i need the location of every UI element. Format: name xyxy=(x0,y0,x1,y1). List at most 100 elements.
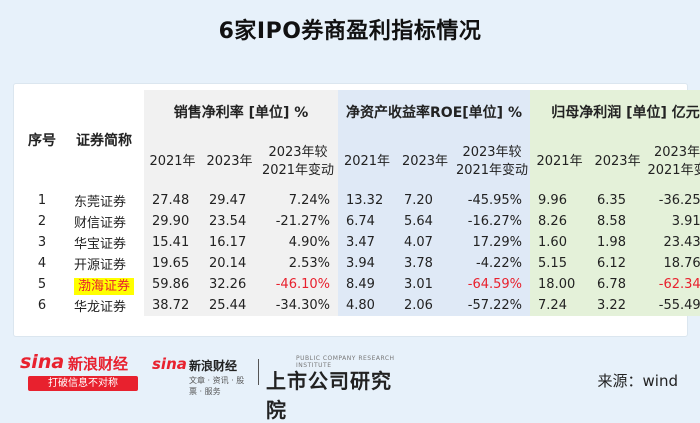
cell-npm-2023: 25.44 xyxy=(201,295,258,316)
cell-npm-change: -34.30% xyxy=(258,295,338,316)
cell-npm-2021: 27.48 xyxy=(144,190,201,211)
cell-np-2023: 1.98 xyxy=(589,232,647,253)
header-year-2021: 2021年 xyxy=(144,134,201,190)
cell-npm-2021: 38.72 xyxy=(144,295,201,316)
cell-roe-change: -4.22% xyxy=(454,253,531,274)
data-table-card: 序号 证券简称 销售净利率 [单位] % 净资产收益率ROE[单位] % 归母净… xyxy=(14,84,700,336)
row-name: 华龙证券 xyxy=(64,295,144,316)
cell-np-2023: 8.58 xyxy=(589,211,647,232)
cell-np-change: 18.76% xyxy=(646,253,700,274)
cell-roe-2021: 6.74 xyxy=(338,211,396,232)
cell-npm-2021: 19.65 xyxy=(144,253,201,274)
cell-np-2023: 3.22 xyxy=(589,295,647,316)
cell-np-2023: 6.35 xyxy=(589,190,647,211)
cell-npm-2021: 59.86 xyxy=(144,274,201,295)
cell-np-change: 23.43% xyxy=(646,232,700,253)
cell-roe-2021: 3.47 xyxy=(338,232,396,253)
cell-roe-2023: 3.78 xyxy=(396,253,454,274)
cell-npm-change: 2.53% xyxy=(258,253,338,274)
footer: sina 新浪财经 打破信息不对称 sina 新浪财经 文章 · 资讯 · 股票… xyxy=(0,343,700,422)
row-name: 东莞证券 xyxy=(64,190,144,211)
page-title: 6家IPO券商盈利指标情况 xyxy=(218,19,482,44)
table-row: 1 东莞证券 27.48 29.47 7.24% 13.32 7.20 -45.… xyxy=(20,190,700,211)
sina-slogan: 打破信息不对称 xyxy=(28,376,138,391)
row-index: 4 xyxy=(20,253,64,274)
cell-np-2023: 6.12 xyxy=(589,253,647,274)
row-index: 5 xyxy=(20,274,64,295)
cell-roe-2023: 3.01 xyxy=(396,274,454,295)
profit-indicator-table: 序号 证券简称 销售净利率 [单位] % 净资产收益率ROE[单位] % 归母净… xyxy=(20,90,700,316)
cell-roe-change: -57.22% xyxy=(454,295,531,316)
cell-npm-2023: 23.54 xyxy=(201,211,258,232)
row-name: 财信证券 xyxy=(64,211,144,232)
row-name: 渤海证券 xyxy=(64,274,144,295)
cell-npm-change: -46.10% xyxy=(258,274,338,295)
cell-npm-2023: 16.17 xyxy=(201,232,258,253)
cell-np-change: -36.25% xyxy=(646,190,700,211)
cell-np-2021: 9.96 xyxy=(530,190,590,211)
cell-npm-2023: 29.47 xyxy=(201,190,258,211)
cell-np-change: -55.49% xyxy=(646,295,700,316)
highlighted-name: 渤海证券 xyxy=(74,278,135,295)
row-index: 2 xyxy=(20,211,64,232)
cell-npm-2021: 29.90 xyxy=(144,211,201,232)
sina-finance-logo-secondary: sina 新浪财经 文章 · 资讯 · 股票 · 服务 xyxy=(152,355,252,396)
cell-roe-2021: 3.94 xyxy=(338,253,396,274)
cell-roe-2021: 4.80 xyxy=(338,295,396,316)
cell-roe-change: -16.27% xyxy=(454,211,531,232)
table-row: 6 华龙证券 38.72 25.44 -34.30% 4.80 2.06 -57… xyxy=(20,295,700,316)
table-row-highlighted: 5 渤海证券 59.86 32.26 -46.10% 8.49 3.01 -64… xyxy=(20,274,700,295)
cell-roe-change: 17.29% xyxy=(454,232,531,253)
sina-logo-text: sina xyxy=(20,351,65,373)
cell-npm-2023: 20.14 xyxy=(201,253,258,274)
header-roe: 净资产收益率ROE[单位] % xyxy=(338,90,531,134)
row-name: 华宝证券 xyxy=(64,232,144,253)
row-index: 6 xyxy=(20,295,64,316)
header-index: 序号 xyxy=(20,90,64,190)
sina-logo-text: sina xyxy=(152,355,187,373)
table-row: 4 开源证券 19.65 20.14 2.53% 3.94 3.78 -4.22… xyxy=(20,253,700,274)
sina-finance-logo: sina 新浪财经 打破信息不对称 xyxy=(20,351,145,393)
cell-np-2021: 5.15 xyxy=(530,253,590,274)
data-source: 来源：wind xyxy=(597,372,678,390)
row-name: 开源证券 xyxy=(64,253,144,274)
footer-divider xyxy=(258,359,259,385)
cell-npm-change: 4.90% xyxy=(258,232,338,253)
cell-roe-2023: 4.07 xyxy=(396,232,454,253)
cell-np-change: -62.34% xyxy=(646,274,700,295)
research-institute-name: 上市公司研究院 xyxy=(266,369,392,422)
sina-finance-name: 新浪财经 xyxy=(189,359,238,373)
table-row: 3 华宝证券 15.41 16.17 4.90% 3.47 4.07 17.29… xyxy=(20,232,700,253)
table-row: 2 财信证券 29.90 23.54 -21.27% 6.74 5.64 -16… xyxy=(20,211,700,232)
row-index: 1 xyxy=(20,190,64,211)
cell-roe-2023: 5.64 xyxy=(396,211,454,232)
cell-np-2021: 18.00 xyxy=(530,274,590,295)
header-net-profit-margin: 销售净利率 [单位] % xyxy=(144,90,338,134)
cell-roe-change: -45.95% xyxy=(454,190,531,211)
header-year-2021: 2021年 xyxy=(530,134,590,190)
cell-npm-2023: 32.26 xyxy=(201,274,258,295)
cell-npm-2021: 15.41 xyxy=(144,232,201,253)
cell-roe-change: -64.59% xyxy=(454,274,531,295)
research-institute-logo: PUBLIC COMPANY RESEARCH INSTITUTE 上市公司研究… xyxy=(266,355,406,422)
sina-finance-name: 新浪财经 xyxy=(68,355,129,373)
cell-npm-change: 7.24% xyxy=(258,190,338,211)
header-year-2023: 2023年 xyxy=(396,134,454,190)
cell-np-2021: 8.26 xyxy=(530,211,590,232)
cell-roe-2023: 2.06 xyxy=(396,295,454,316)
header-net-profit: 归母净利润 [单位] 亿元 xyxy=(530,90,700,134)
row-index: 3 xyxy=(20,232,64,253)
sina-finance-subtitle: 文章 · 资讯 · 股票 · 服务 xyxy=(189,376,245,396)
header-name: 证券简称 xyxy=(64,90,144,190)
cell-np-2021: 1.60 xyxy=(530,232,590,253)
cell-roe-2021: 13.32 xyxy=(338,190,396,211)
header-year-2023: 2023年 xyxy=(201,134,258,190)
header-year-2021: 2021年 xyxy=(338,134,396,190)
cell-np-2023: 6.78 xyxy=(589,274,647,295)
research-institute-english: PUBLIC COMPANY RESEARCH INSTITUTE xyxy=(296,355,395,369)
cell-roe-2021: 8.49 xyxy=(338,274,396,295)
header-year-2023: 2023年 xyxy=(589,134,647,190)
